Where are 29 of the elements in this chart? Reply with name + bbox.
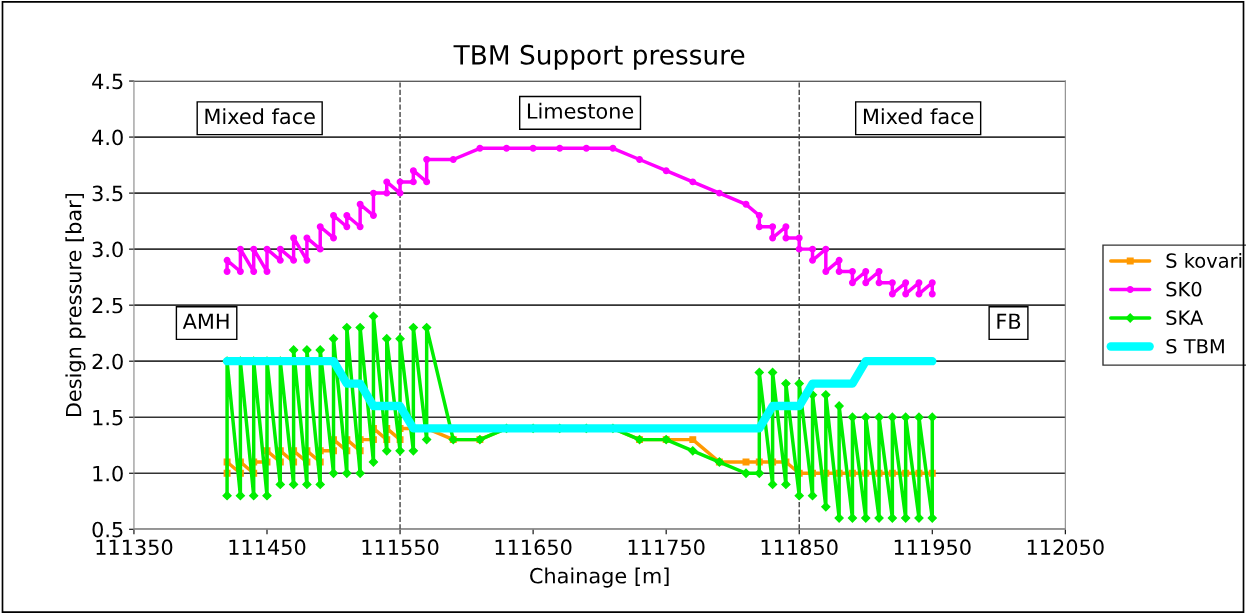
x-tick-label: 111750: [628, 539, 705, 556]
chart-title: TBM Support pressure: [453, 44, 745, 70]
x-tick-label: 111350: [96, 539, 173, 556]
x-tick-label: 111650: [495, 539, 572, 556]
x-axis-title: Chainage [m]: [530, 567, 669, 588]
legend-label: SK0: [1166, 281, 1202, 297]
x-tick-label: 111950: [894, 539, 971, 556]
y-tick-label: 3.5: [92, 185, 123, 202]
y-axis-title: Design pressure [bar]: [65, 193, 86, 417]
y-tick-label: 2.0: [92, 353, 123, 370]
y-tick-label: 0.5: [92, 521, 123, 538]
y-tick-label: 1.0: [93, 465, 123, 482]
x-tick-label: 111850: [761, 539, 838, 556]
y-tick-label: 1.5: [93, 409, 123, 426]
y-tick-label: 4.5: [92, 73, 123, 90]
x-tick-label: 111550: [362, 539, 439, 556]
annotation: FB: [997, 313, 1021, 329]
y-tick-label: 4.0: [92, 129, 123, 146]
annotation: AMH: [182, 313, 229, 329]
legend-label: SKA: [1166, 310, 1204, 326]
legend-label: S TBM: [1166, 338, 1224, 354]
y-tick-label: 2.5: [92, 297, 123, 314]
legend-label: S kovari: [1166, 252, 1242, 268]
annotation: Mixed face: [863, 108, 974, 125]
x-tick-label: 111450: [229, 539, 306, 556]
x-tick-label: 112050: [1027, 539, 1104, 556]
annotation: Mixed face: [205, 108, 315, 125]
annotation: Limestone: [527, 102, 634, 119]
y-tick-label: 3.0: [92, 241, 123, 258]
